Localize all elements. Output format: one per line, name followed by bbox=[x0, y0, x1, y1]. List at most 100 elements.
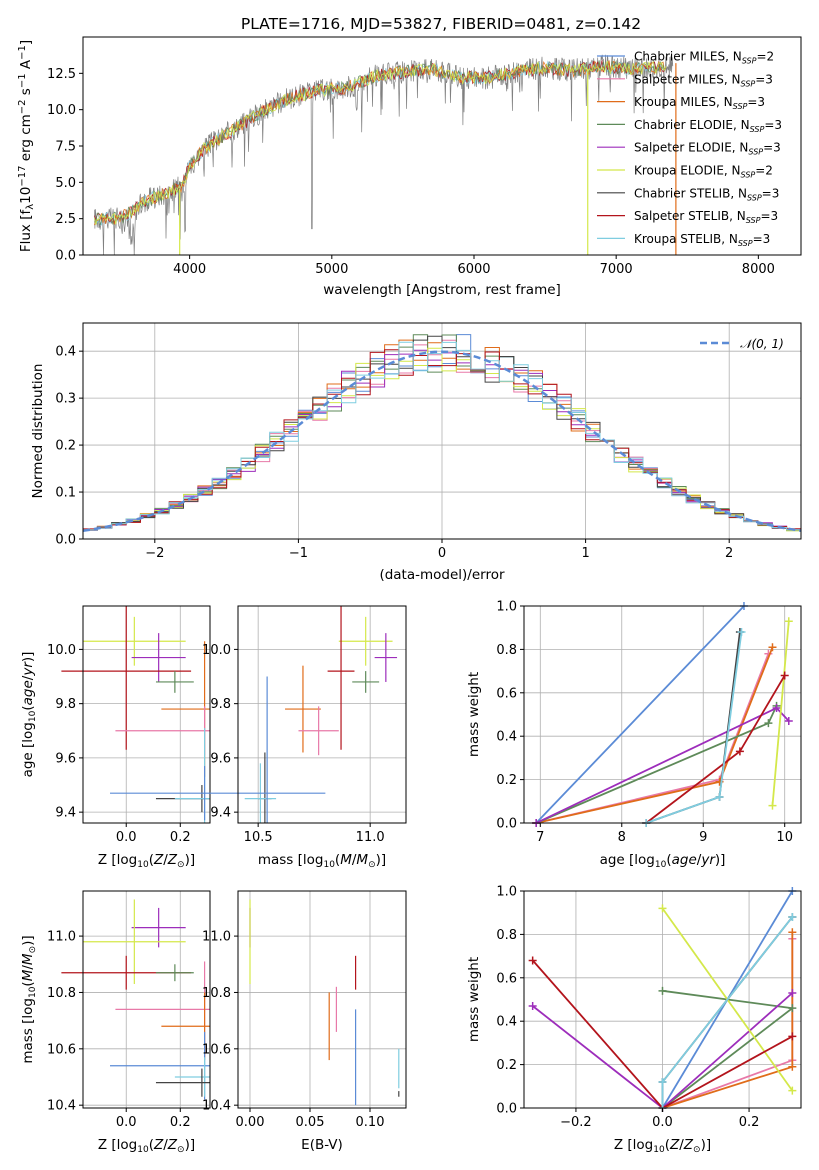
axes-frame bbox=[237, 890, 407, 1109]
y-tick-label: 10.4 bbox=[47, 1099, 76, 1114]
y-tick-label: 0.6 bbox=[496, 971, 517, 986]
legend-entry: Kroupa MILES, NSSP=3 bbox=[634, 95, 765, 111]
y-tick-label: 10.0 bbox=[202, 643, 231, 658]
spectrum-legend: Chabrier MILES, NSSP=2 Salpeter MILES, NS… bbox=[597, 50, 782, 248]
spectrum-plot-area bbox=[94, 54, 677, 256]
y-tick-label: 0.3 bbox=[55, 392, 76, 407]
x-tick-label: 0.10 bbox=[356, 1115, 385, 1130]
y-axis-label: mass weight bbox=[466, 672, 482, 757]
residuals-plot-area bbox=[82, 334, 802, 533]
y-tick-label: 1.0 bbox=[496, 885, 517, 900]
x-tick-label: 0.00 bbox=[236, 1115, 265, 1130]
weight-line bbox=[645, 674, 786, 824]
weight-line bbox=[535, 605, 745, 824]
weight-marker bbox=[788, 928, 797, 937]
y-tick-label: 10.4 bbox=[202, 1099, 231, 1114]
weight-marker bbox=[764, 719, 773, 728]
x-tick-label: 7000 bbox=[600, 262, 633, 277]
y-tick-label: 0.8 bbox=[496, 928, 517, 943]
weight-marker bbox=[788, 913, 797, 922]
y-tick-label: 10.6 bbox=[202, 1042, 231, 1057]
residuals-legend: 𝒩(0, 1) bbox=[700, 337, 784, 351]
histogram-series bbox=[83, 341, 801, 531]
Z-vs-age-panel: 0.0 0.2 9.4 9.6 9.8 10.0 Z [log10(Z/Z⊙)] age [l… bbox=[20, 605, 211, 870]
axes-frame bbox=[82, 890, 211, 1109]
y-tick-label: 0.2 bbox=[55, 439, 76, 454]
y-tick-label: 1.0 bbox=[496, 600, 517, 615]
x-tick-label: 0.0 bbox=[116, 830, 137, 845]
y-tick-label: 0.0 bbox=[496, 1102, 517, 1117]
x-tick-label: 0.0 bbox=[116, 1115, 137, 1130]
x-tick-label: 2 bbox=[725, 546, 733, 561]
y-axis-label: mass [log10(M/M⊙)] bbox=[20, 935, 38, 1063]
weight-line bbox=[662, 932, 794, 1109]
axes-frame bbox=[237, 605, 407, 824]
x-axis-label: mass [log10(M/M⊙)] bbox=[258, 852, 386, 870]
legend-entry: Chabrier STELIB, NSSP=3 bbox=[634, 186, 779, 202]
y-axis-label: mass weight bbox=[466, 957, 482, 1042]
x-axis-label: Z [log10(Z/Z⊙)] bbox=[614, 1137, 711, 1155]
residuals-ticks: −2 −1 0 1 2 0.0 0.1 0.2 0.3 0.4 bbox=[55, 345, 733, 561]
y-tick-label: 0.2 bbox=[496, 773, 517, 788]
x-axis-label: age [log10(age/yr)] bbox=[600, 852, 726, 870]
weight-marker bbox=[788, 988, 797, 997]
y-tick-label: 0.4 bbox=[496, 730, 517, 745]
weight-marker bbox=[788, 1032, 797, 1041]
weight-line bbox=[661, 916, 794, 1108]
residuals-legend-label: 𝒩(0, 1) bbox=[740, 337, 784, 351]
x-tick-label: 7 bbox=[536, 830, 544, 845]
weight-marker bbox=[784, 617, 793, 626]
weight-marker bbox=[772, 703, 781, 712]
spectrum-panel: 4000 5000 6000 7000 8000 0.0 2.5 5.0 7.5 10.0 12.5… bbox=[17, 36, 802, 298]
legend-entry: Salpeter ELODIE, NSSP=3 bbox=[634, 141, 781, 157]
histogram-series bbox=[83, 347, 801, 532]
x-tick-label: −1 bbox=[289, 546, 308, 561]
age-vs-weight-panel: 7 8 9 10 0.0 0.2 0.4 0.6 0.8 1.0 age [log10(age/yr… bbox=[466, 600, 802, 870]
x-tick-label: 0.2 bbox=[170, 830, 191, 845]
weight-marker bbox=[737, 628, 746, 637]
y-tick-label: 0.8 bbox=[496, 643, 517, 658]
legend-entry: Kroupa ELODIE, NSSP=2 bbox=[634, 164, 773, 180]
weight-line bbox=[535, 706, 790, 824]
spectrum-ylabel: Flux [fλ10−17 erg cm−2 s−1 A−1] bbox=[17, 40, 36, 252]
weight-marker bbox=[788, 1004, 797, 1013]
x-tick-label: 0.2 bbox=[739, 1115, 760, 1130]
y-tick-label: 0.1 bbox=[55, 486, 76, 501]
weight-line bbox=[771, 621, 790, 806]
x-tick-label: 8 bbox=[618, 830, 626, 845]
residuals-ylabel: Normed distribution bbox=[30, 364, 46, 499]
y-tick-label: 11.0 bbox=[202, 930, 231, 945]
figure-title: PLATE=1716, MJD=53827, FIBERID=0481, z=0… bbox=[241, 15, 641, 33]
residuals-panel: −2 −1 0 1 2 0.0 0.1 0.2 0.3 0.4 𝒩(0, 1) (data-mod… bbox=[30, 322, 802, 583]
EBV-vs-mass-panel: 0.00 0.05 0.10 10.4 10.6 10.8 11.0 E(B-V) bbox=[202, 890, 407, 1153]
legend-entry: Kroupa STELIB, NSSP=3 bbox=[634, 232, 770, 248]
x-tick-label: 10 bbox=[776, 830, 793, 845]
weight-marker bbox=[658, 986, 667, 995]
weight-marker bbox=[780, 671, 789, 680]
x-tick-label: 6000 bbox=[457, 262, 490, 277]
x-tick-label: −2 bbox=[145, 546, 164, 561]
y-axis-label: age [log10(age/yr)] bbox=[20, 652, 38, 778]
x-tick-label: 9 bbox=[699, 830, 707, 845]
y-tick-label: 0.2 bbox=[496, 1058, 517, 1073]
y-tick-label: 0.4 bbox=[496, 1015, 517, 1030]
weight-marker bbox=[715, 792, 724, 801]
weight-marker bbox=[784, 717, 793, 726]
y-tick-label: 0.0 bbox=[55, 533, 76, 548]
x-tick-label: 11.0 bbox=[356, 830, 385, 845]
y-tick-label: 10.0 bbox=[47, 643, 76, 658]
y-tick-label: 12.5 bbox=[47, 67, 76, 82]
x-tick-label: 8000 bbox=[742, 262, 775, 277]
Z-vs-weight-panel: −0.2 0.0 0.2 0.0 0.2 0.4 0.6 0.8 1.0 Z [log10(Z/Z… bbox=[466, 885, 802, 1155]
x-tick-label: 5000 bbox=[315, 262, 348, 277]
legend-entry: Salpeter STELIB, NSSP=3 bbox=[634, 209, 778, 225]
y-tick-label: 9.4 bbox=[55, 806, 76, 821]
legend-entry: Chabrier ELODIE, NSSP=3 bbox=[634, 118, 782, 134]
y-tick-label: 10.8 bbox=[47, 986, 76, 1001]
y-tick-label: 0.4 bbox=[55, 345, 76, 360]
y-tick-label: 0.0 bbox=[496, 817, 517, 832]
weight-marker bbox=[768, 643, 777, 652]
x-axis-label: Z [log10(Z/Z⊙)] bbox=[98, 1137, 195, 1155]
x-tick-label: 4000 bbox=[173, 262, 206, 277]
